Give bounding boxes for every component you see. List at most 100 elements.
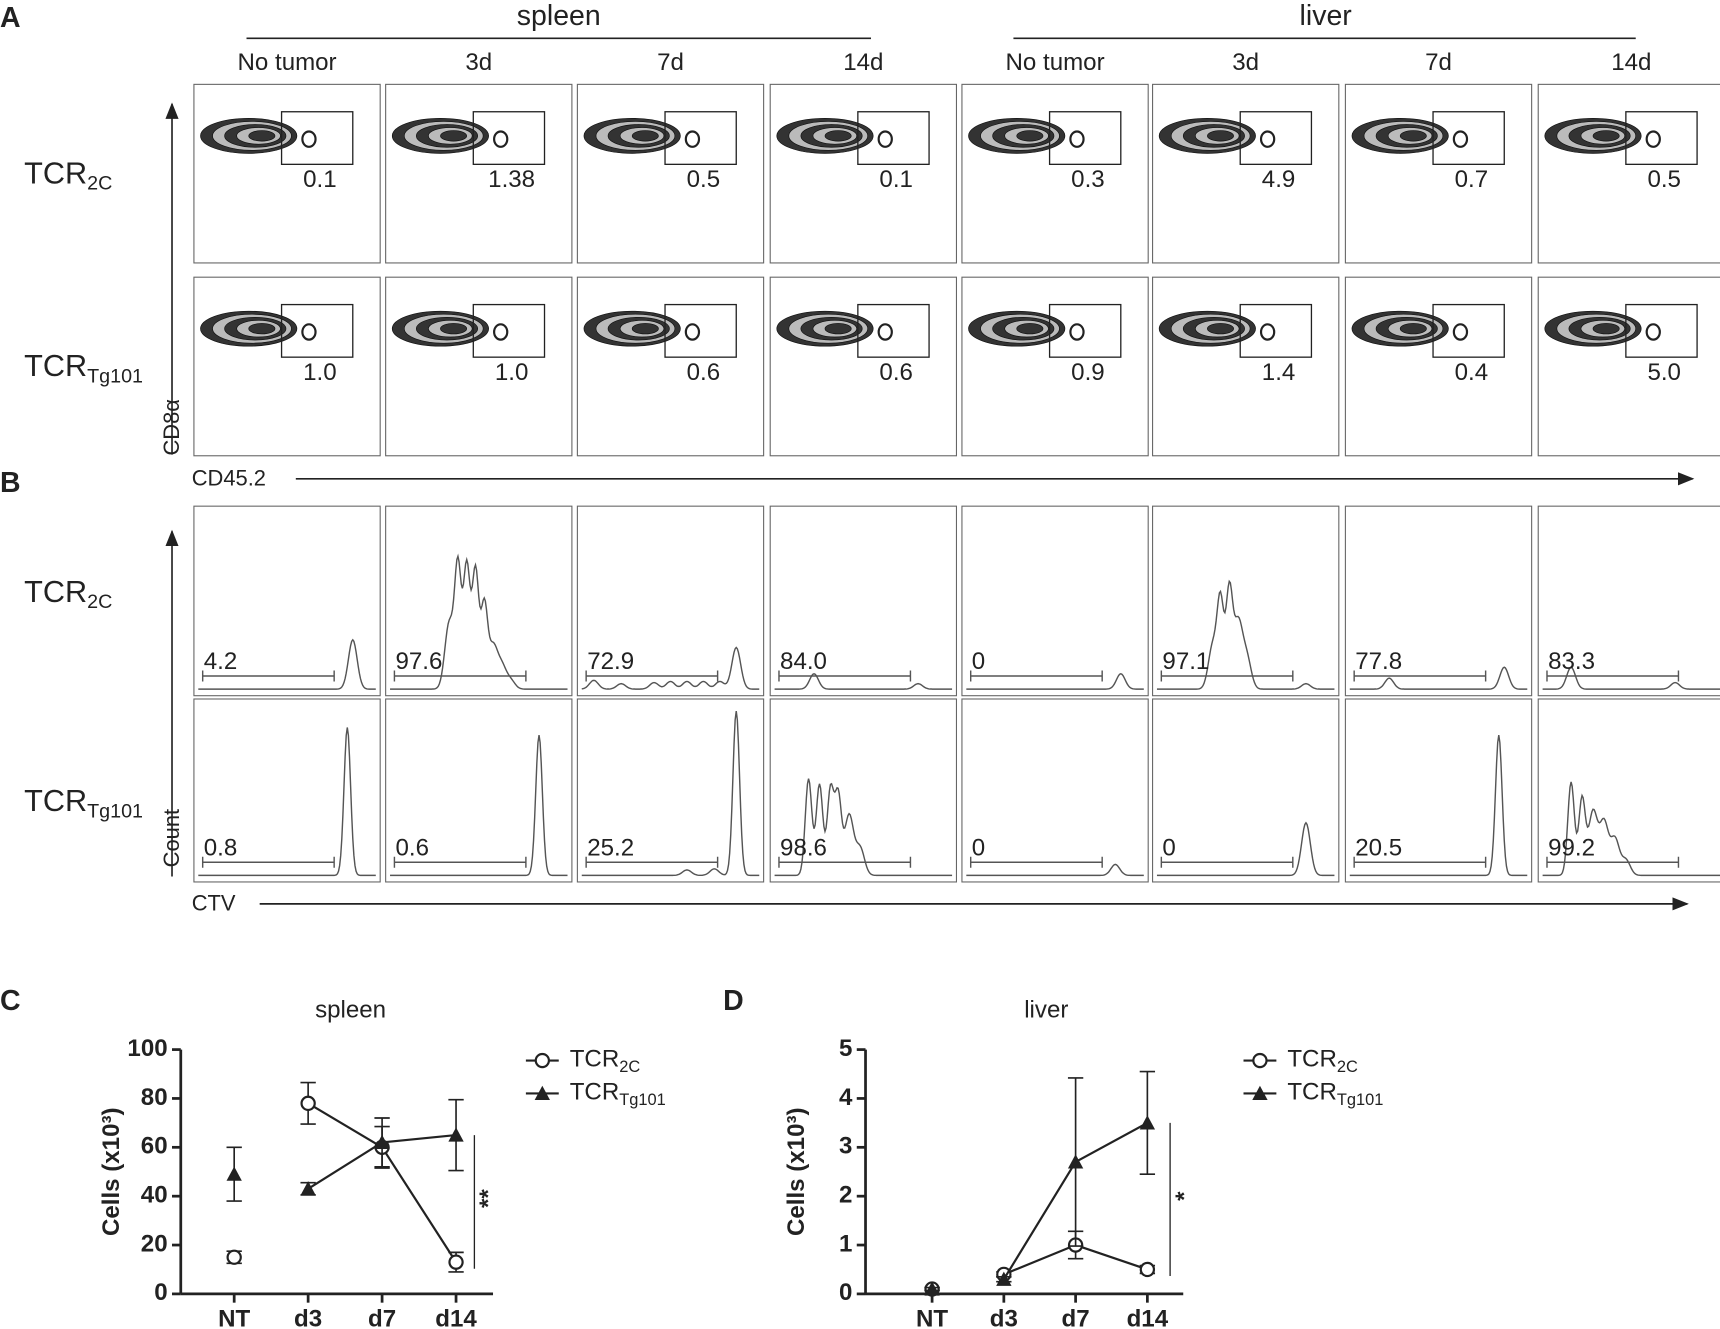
legend-name: TCR <box>570 1046 620 1073</box>
x-tick-label: d3 <box>294 1306 322 1329</box>
marker <box>226 1166 242 1181</box>
label-main: TCR <box>24 156 87 190</box>
marker <box>300 1181 316 1196</box>
group-label: liver <box>1300 0 1352 32</box>
histogram <box>774 673 953 690</box>
row-label: TCR2C <box>24 156 112 194</box>
label-sub: 2C <box>87 173 112 195</box>
plot-frame <box>1537 276 1720 457</box>
y-tick-label: 5 <box>839 1035 852 1062</box>
plot-frame <box>1344 83 1533 264</box>
gate-value: 97.6 <box>396 648 443 675</box>
marker <box>226 1249 242 1265</box>
marker <box>374 1134 390 1149</box>
contour <box>1592 323 1620 335</box>
histogram <box>1542 666 1720 690</box>
plot-frame <box>1344 698 1533 883</box>
plot-frame <box>193 276 381 457</box>
contour <box>1016 130 1044 142</box>
gate-bracket <box>201 856 335 868</box>
gate <box>1625 111 1698 165</box>
plot-frame <box>1344 276 1533 457</box>
population <box>493 130 509 148</box>
row-label: TCRTg101 <box>24 349 143 387</box>
gate-value: 20.5 <box>1355 834 1402 861</box>
marker <box>534 1085 550 1100</box>
contour <box>1399 323 1427 335</box>
x-axis-label: CD45.2 <box>192 466 266 491</box>
y-tick-label: 0 <box>154 1279 167 1306</box>
chart-title: spleen <box>315 997 386 1024</box>
panel-letter: A <box>0 2 21 34</box>
legend-label: TCR2C <box>1287 1046 1358 1077</box>
x-tick-label: d7 <box>368 1306 396 1329</box>
plot-frame <box>576 276 765 457</box>
gate-value: 1.38 <box>488 166 535 193</box>
y-axis-label: Count <box>159 809 184 867</box>
x-tick-label: NT <box>218 1306 250 1329</box>
plot-frame <box>385 276 573 457</box>
population <box>1069 130 1085 148</box>
y-axis-label: Cells (x10³) <box>783 1107 810 1236</box>
y-tick-label: 2 <box>839 1182 852 1209</box>
gate-value: 1.4 <box>1262 359 1296 386</box>
histogram <box>1156 821 1335 877</box>
legend-name: TCR <box>1287 1046 1337 1073</box>
x-tick-label: d3 <box>990 1306 1018 1329</box>
plot-frame <box>385 698 573 883</box>
gate-value: 83.3 <box>1548 648 1595 675</box>
column-label: 7d <box>1425 49 1452 76</box>
plot-frame <box>1152 505 1340 697</box>
y-tick-label: 3 <box>839 1133 852 1160</box>
gate-value: 4.9 <box>1262 166 1296 193</box>
column-label: 7d <box>657 49 684 76</box>
x-tick-label: d14 <box>435 1306 477 1329</box>
y-tick-label: 4 <box>839 1084 853 1111</box>
plot-frame <box>576 505 765 697</box>
label-main: TCR <box>24 784 87 818</box>
marker <box>300 1095 316 1112</box>
histogram <box>1156 579 1335 690</box>
legend-sub: Tg101 <box>1337 1091 1384 1109</box>
marker <box>1252 1052 1268 1069</box>
plot-frame <box>1152 698 1340 883</box>
gate-value: 0.1 <box>303 166 337 193</box>
gate <box>1048 303 1122 358</box>
marker <box>448 1127 464 1142</box>
y-tick-label: 40 <box>141 1182 168 1209</box>
gate-bracket <box>585 856 719 868</box>
histogram <box>1349 735 1528 877</box>
population <box>684 323 701 341</box>
contour <box>1399 130 1427 142</box>
gate-bracket <box>969 856 1103 868</box>
population <box>684 130 701 148</box>
y-axis-label: Cells (x10³) <box>98 1107 125 1236</box>
gate-value: 0.1 <box>879 166 912 193</box>
marker <box>1252 1085 1268 1100</box>
label-main: TCR <box>24 349 87 383</box>
gate-value: 0.6 <box>687 359 721 386</box>
plot-frame <box>1152 83 1340 264</box>
plot-frame <box>1152 276 1340 457</box>
column-label: 3d <box>1232 49 1259 76</box>
histogram <box>774 778 953 877</box>
plot-frame <box>769 83 958 264</box>
gate <box>1239 111 1313 165</box>
histogram <box>198 727 376 877</box>
contour <box>248 323 276 335</box>
contour <box>631 323 659 335</box>
marker <box>1139 1261 1156 1278</box>
population <box>301 130 317 148</box>
histogram <box>966 673 1144 690</box>
histogram <box>198 638 376 690</box>
gate-value: 5.0 <box>1647 359 1681 386</box>
gate-value: 0.5 <box>687 166 721 193</box>
histogram <box>390 735 568 877</box>
gate <box>1239 303 1313 358</box>
marker <box>1139 1115 1156 1130</box>
gate <box>280 303 354 358</box>
y-tick-label: 0 <box>839 1279 852 1306</box>
gate <box>857 303 930 358</box>
legend-sub: Tg101 <box>619 1091 666 1109</box>
gate-bracket <box>1160 856 1294 868</box>
